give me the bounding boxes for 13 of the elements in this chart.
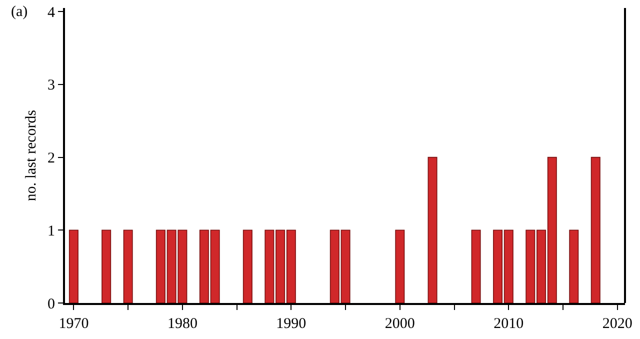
x-tick-label: 1970 bbox=[58, 316, 89, 332]
y-tick-label: 4 bbox=[48, 4, 56, 21]
x-tick-label: 2010 bbox=[494, 316, 524, 332]
y-axis-title: no. last records bbox=[23, 110, 40, 202]
y-tick-label: 3 bbox=[48, 78, 55, 94]
x-tick-label: 1980 bbox=[167, 316, 198, 332]
y-tick-label: 1 bbox=[48, 223, 55, 240]
x-tick-label: 2000 bbox=[384, 316, 415, 332]
x-tick-label: 1990 bbox=[276, 316, 306, 332]
y-tick-label: 0 bbox=[48, 296, 55, 312]
x-tick-label: 2020 bbox=[602, 316, 632, 332]
y-tick-label: 2 bbox=[48, 150, 55, 167]
text: (a) bbox=[11, 4, 28, 20]
